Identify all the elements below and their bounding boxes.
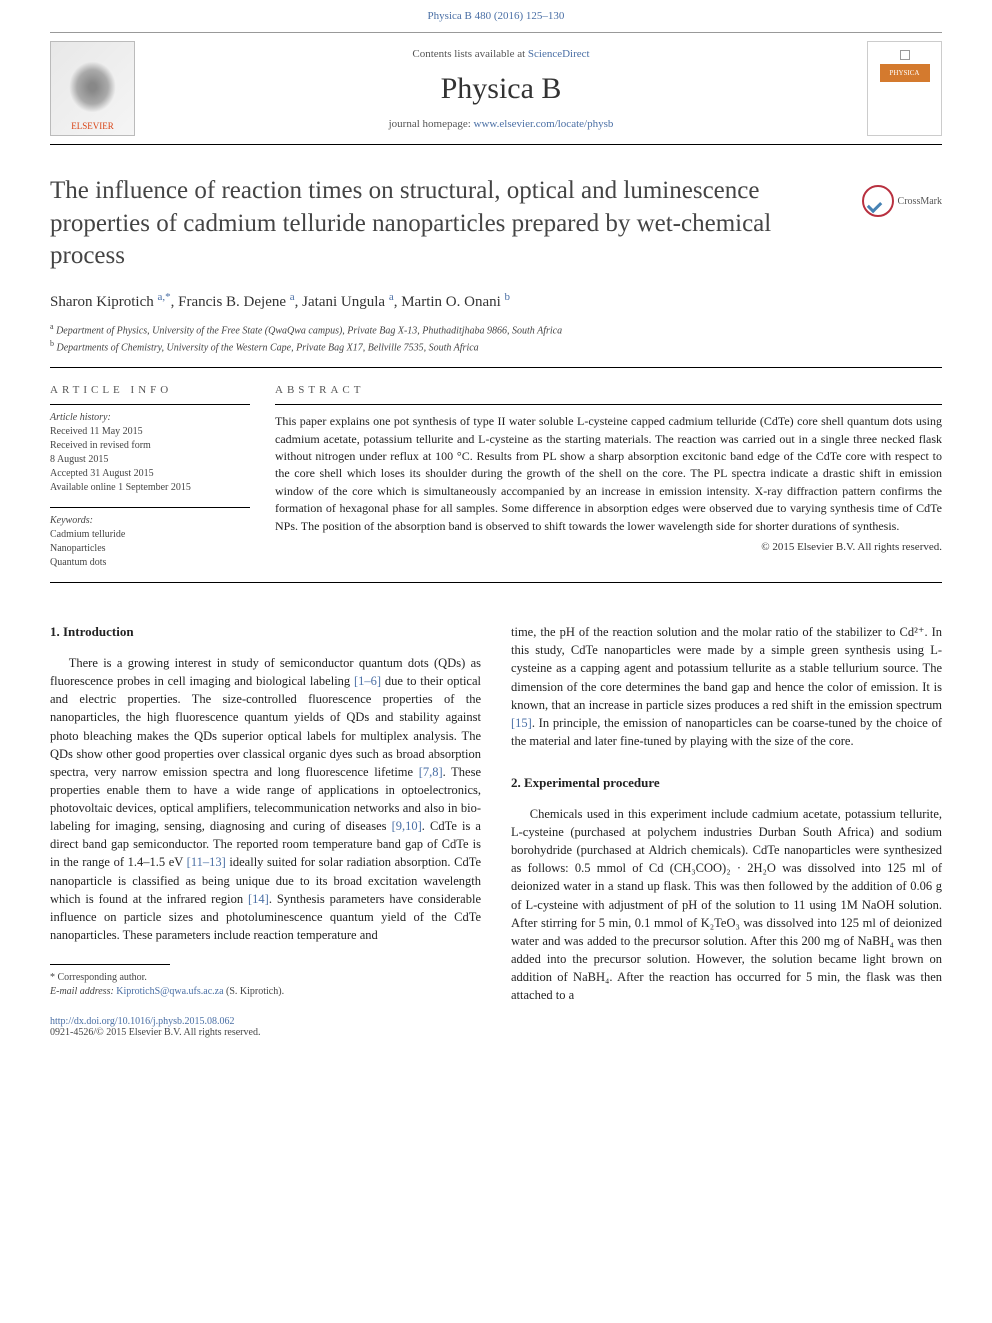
- homepage-prefix: journal homepage:: [389, 118, 474, 130]
- history-line: Received in revised form: [50, 439, 250, 453]
- intro-paragraph: There is a growing interest in study of …: [50, 654, 481, 944]
- article-history: Article history: Received 11 May 2015Rec…: [50, 404, 250, 495]
- affiliation-line: b Departments of Chemistry, University o…: [50, 338, 942, 355]
- keywords-heading: Keywords:: [50, 514, 250, 528]
- crossmark-label: CrossMark: [898, 196, 942, 207]
- info-abstract-row: ARTICLE INFO Article history: Received 1…: [50, 384, 942, 570]
- issn-copyright: 0921-4526/© 2015 Elsevier B.V. All right…: [50, 1027, 942, 1038]
- footnote-separator: [50, 964, 170, 965]
- abstract-column: ABSTRACT This paper explains one pot syn…: [275, 384, 942, 570]
- body-columns: 1. Introduction There is a growing inter…: [50, 623, 942, 1004]
- ref-link[interactable]: [14]: [248, 892, 269, 906]
- journal-banner: ELSEVIER Contents lists available at Sci…: [50, 32, 942, 145]
- email-link[interactable]: KiprotichS@qwa.ufs.ac.za: [116, 986, 223, 997]
- history-line: Available online 1 September 2015: [50, 481, 250, 495]
- rule-bottom: [50, 582, 942, 583]
- contents-prefix: Contents lists available at: [412, 48, 527, 60]
- experimental-paragraph: Chemicals used in this experiment includ…: [511, 805, 942, 1004]
- keyword-line: Cadmium telluride: [50, 528, 250, 542]
- abstract-label: ABSTRACT: [275, 384, 942, 396]
- doi-link[interactable]: http://dx.doi.org/10.1016/j.physb.2015.0…: [50, 1016, 942, 1027]
- ref-link[interactable]: [9,10]: [392, 819, 422, 833]
- cover-badge: PHYSICA: [880, 64, 930, 82]
- left-column: 1. Introduction There is a growing inter…: [50, 623, 481, 1004]
- contents-line: Contents lists available at ScienceDirec…: [135, 48, 867, 60]
- journal-name: Physica B: [135, 72, 867, 106]
- history-line: 8 August 2015: [50, 453, 250, 467]
- header-citation: Physica B 480 (2016) 125–130: [0, 0, 992, 27]
- elsevier-logo: ELSEVIER: [50, 41, 135, 136]
- journal-cover: PHYSICA: [867, 41, 942, 136]
- affiliations: a Department of Physics, University of t…: [50, 321, 942, 356]
- affiliation-line: a Department of Physics, University of t…: [50, 321, 942, 338]
- article-info-label: ARTICLE INFO: [50, 384, 250, 396]
- ref-link[interactable]: [11–13]: [187, 855, 226, 869]
- keywords-block: Keywords: Cadmium tellurideNanoparticles…: [50, 507, 250, 570]
- cover-icon: [900, 50, 910, 60]
- right-column: time, the pH of the reaction solution an…: [511, 623, 942, 1004]
- history-line: Accepted 31 August 2015: [50, 467, 250, 481]
- corresponding-author: * Corresponding author.: [50, 971, 481, 985]
- abstract-text: This paper explains one pot synthesis of…: [275, 404, 942, 535]
- sciencedirect-link[interactable]: ScienceDirect: [528, 48, 590, 60]
- keyword-line: Quantum dots: [50, 556, 250, 570]
- rule-top: [50, 367, 942, 368]
- ref-link[interactable]: [15]: [511, 716, 532, 730]
- keyword-line: Nanoparticles: [50, 542, 250, 556]
- history-line: Received 11 May 2015: [50, 425, 250, 439]
- homepage-line: journal homepage: www.elsevier.com/locat…: [135, 118, 867, 130]
- author-list: Sharon Kiprotich a,*, Francis B. Dejene …: [50, 291, 942, 311]
- page-footer: http://dx.doi.org/10.1016/j.physb.2015.0…: [50, 1016, 942, 1038]
- banner-center: Contents lists available at ScienceDirec…: [135, 48, 867, 130]
- intro-continuation: time, the pH of the reaction solution an…: [511, 623, 942, 750]
- crossmark-badge[interactable]: CrossMark: [862, 185, 942, 217]
- history-heading: Article history:: [50, 411, 250, 425]
- ref-link[interactable]: [1–6]: [354, 674, 381, 688]
- article-header: CrossMark The influence of reaction time…: [50, 175, 942, 355]
- article-info-column: ARTICLE INFO Article history: Received 1…: [50, 384, 250, 570]
- homepage-link[interactable]: www.elsevier.com/locate/physb: [474, 118, 614, 130]
- footnotes: * Corresponding author. E-mail address: …: [50, 971, 481, 999]
- ref-link[interactable]: [7,8]: [419, 765, 443, 779]
- crossmark-icon: [862, 185, 894, 217]
- article-title: The influence of reaction times on struc…: [50, 175, 942, 273]
- elsevier-logo-text: ELSEVIER: [71, 121, 114, 131]
- abstract-copyright: © 2015 Elsevier B.V. All rights reserved…: [275, 541, 942, 553]
- intro-heading: 1. Introduction: [50, 623, 481, 642]
- email-line: E-mail address: KiprotichS@qwa.ufs.ac.za…: [50, 985, 481, 999]
- experimental-heading: 2. Experimental procedure: [511, 774, 942, 793]
- elsevier-tree-icon: [65, 57, 120, 117]
